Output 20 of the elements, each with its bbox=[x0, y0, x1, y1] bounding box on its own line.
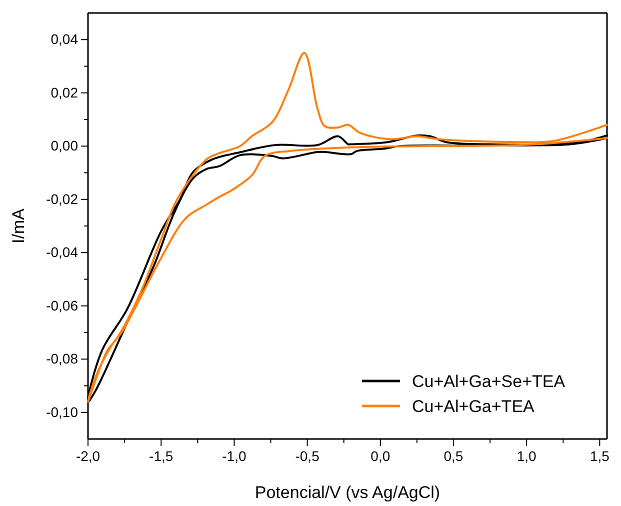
legend-label: Cu+Al+Ga+TEA bbox=[412, 396, 536, 416]
x-tick-label: -2,0 bbox=[76, 448, 100, 464]
x-tick-label: 0,5 bbox=[444, 448, 464, 464]
y-tick-label: -0,08 bbox=[46, 350, 78, 367]
y-tick-label: -0,02 bbox=[46, 190, 78, 207]
x-tick-label: -0,5 bbox=[295, 448, 320, 464]
x-tick-label: 1,5 bbox=[590, 448, 610, 464]
y-tick-label: -0,04 bbox=[46, 244, 78, 260]
x-tick-label: -1,5 bbox=[149, 448, 174, 464]
y-tick-label: 0,02 bbox=[50, 84, 78, 100]
y-tick-label: 0,04 bbox=[50, 31, 78, 48]
legend-label: Cu+Al+Ga+Se+TEA bbox=[412, 372, 566, 391]
x-axis-title: Potencial/V (vs Ag/AgCl) bbox=[254, 483, 440, 502]
x-tick-label: 0,0 bbox=[370, 448, 390, 464]
y-tick-label: -0,06 bbox=[46, 297, 78, 314]
x-tick-label: 1,0 bbox=[516, 448, 537, 464]
y-tick-label: -0,10 bbox=[46, 404, 78, 420]
y-axis-title: I/mA bbox=[9, 208, 28, 244]
y-tick-label: 0,00 bbox=[50, 138, 78, 154]
x-tick-label: -1,0 bbox=[222, 448, 246, 464]
